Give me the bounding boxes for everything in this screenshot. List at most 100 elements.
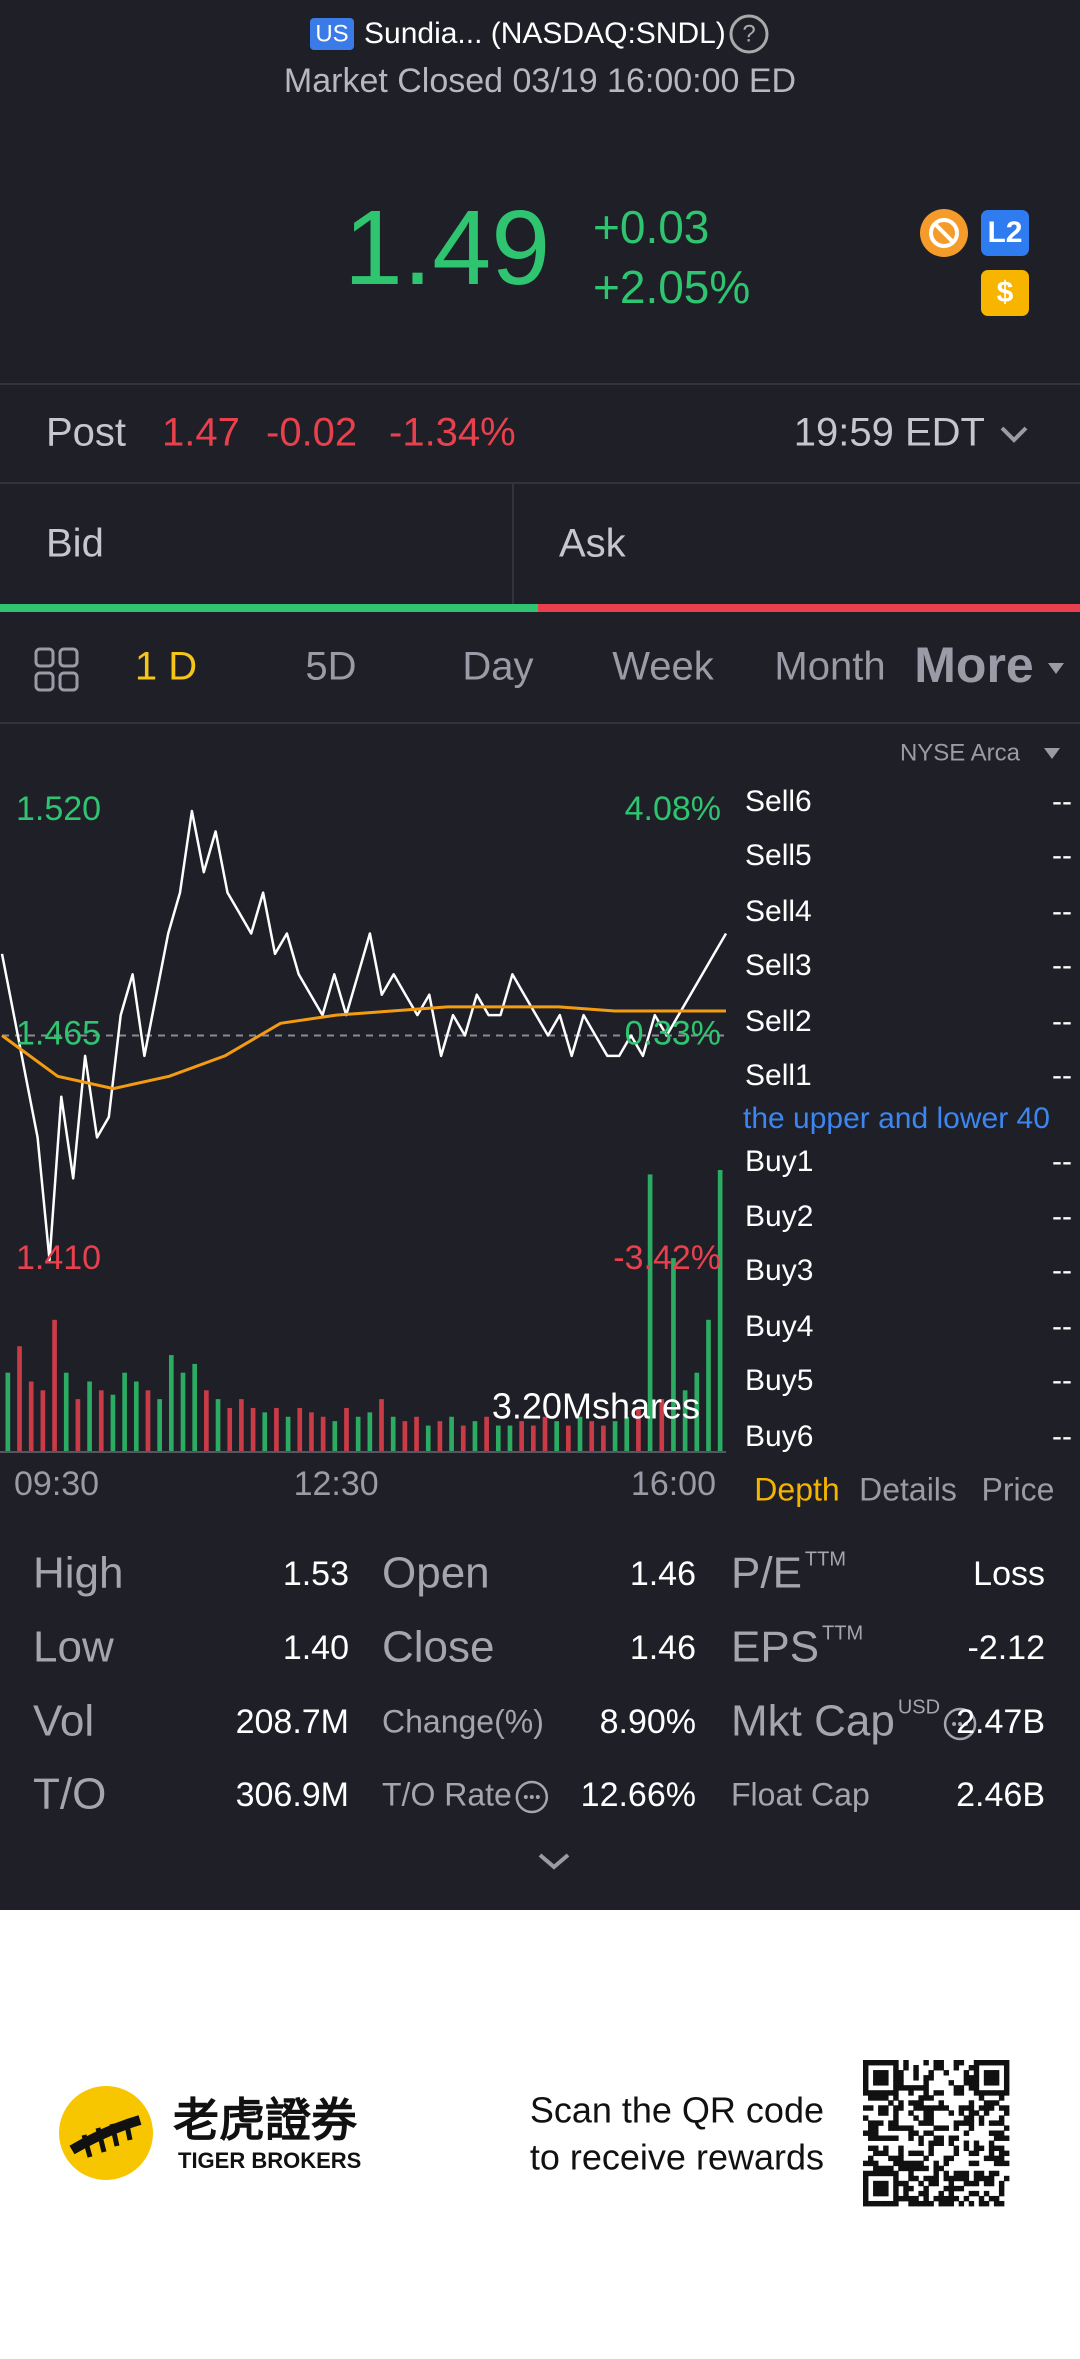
sell-level: Sell5 [745,839,812,872]
qr-module [928,2180,934,2187]
qr-module [873,2120,879,2126]
stats-expand[interactable] [538,1853,570,1870]
price-change-pct: +2.05% [593,261,750,313]
volume-bar [285,1416,291,1452]
qr-module [973,2080,980,2086]
book-tab[interactable]: Depth [754,1471,839,1507]
qr-module [953,2065,960,2071]
qr-module [988,2080,995,2086]
qr-module [953,2085,960,2091]
volume-bar [717,1170,723,1452]
qr-module [923,2060,929,2066]
stat-label-sup: TTM [822,1622,863,1644]
expand-chevron[interactable] [1000,426,1028,443]
stat-label: Mkt Cap [731,1697,895,1746]
qr-module [883,2180,889,2187]
help-icon[interactable] [729,14,769,54]
qr-module [868,2090,874,2096]
qr-module [883,2070,889,2076]
qr-module [978,2120,985,2126]
info-icon[interactable] [943,1707,977,1741]
book-tab[interactable]: Details [859,1471,957,1507]
qr-module [923,2115,929,2121]
qr-module [958,2185,965,2192]
volume-bar [157,1399,162,1452]
period-tab[interactable]: 5D [305,645,356,689]
book-tab[interactable]: Price [982,1471,1055,1507]
volume-bar [297,1407,303,1452]
stat-label: T/O [33,1770,106,1819]
qr-module [903,2065,909,2071]
stat-label: Low [33,1623,114,1672]
qr-module [863,2090,869,2096]
qr-module [963,2115,970,2121]
qr-module [908,2100,914,2106]
qr-module [1003,2080,1010,2086]
qr-module [873,2070,879,2076]
qr-module [908,2175,914,2182]
period-tab[interactable]: Month [774,645,885,689]
qr-module [893,2090,899,2096]
qr-module [923,2095,929,2101]
qr-module [923,2185,929,2192]
qr-module [873,2180,879,2187]
period-tab[interactable]: Week [612,645,715,689]
qr-module [1003,2070,1010,2076]
qr-module [963,2075,970,2081]
qr-module [993,2070,1000,2076]
qr-module [893,2110,899,2116]
qr-module [913,2160,919,2167]
y-tick-label: 1.465 [16,1014,101,1052]
stat-label-sup: USD [898,1696,940,1718]
qr-module [963,2105,970,2111]
qr-module [943,2175,949,2182]
qr-module [923,2085,929,2091]
stock-title: Sundia... (NASDAQ:SNDL) [364,17,726,50]
period-tab[interactable]: 1 D [135,645,197,689]
qr-module [908,2085,914,2091]
dollar-badge[interactable] [981,270,1029,316]
qr-module [993,2100,1000,2106]
qr-module [878,2190,884,2197]
qr-module [898,2180,904,2187]
layout-icon[interactable] [34,647,79,692]
volume-bar [601,1425,606,1452]
qr-module [948,2185,955,2192]
qr-module [988,2070,995,2076]
qr-module [953,2195,960,2202]
qr-module [893,2185,899,2192]
qr-module [883,2165,889,2172]
qr-module [933,2175,939,2182]
qr-module [913,2165,919,2172]
l2-badge[interactable] [981,210,1029,256]
qr-module [883,2170,889,2177]
qr-module [948,2175,955,2182]
volume-bar [145,1390,151,1452]
qr-module [878,2170,884,2177]
volume-bar [192,1363,198,1452]
qr-module [993,2160,1000,2167]
qr-module [933,2125,939,2131]
qr-module [883,2150,889,2157]
pct-tick-label: 0.33% [625,1014,721,1052]
qr-module [883,2145,889,2152]
info-icon[interactable] [515,1780,549,1814]
qr-module [898,2105,904,2111]
more-arrow[interactable] [1048,663,1064,674]
qr-module [933,2165,939,2172]
qr-module [873,2170,879,2177]
qr-module [923,2190,929,2197]
volume-bar [414,1416,419,1452]
period-tab[interactable]: Day [462,645,533,689]
stat-label: EPS [731,1623,819,1672]
sell-level: Sell6 [745,785,812,818]
qr-module [933,2160,939,2167]
market-badge-text: US [315,20,348,47]
stat-label: P/E [731,1549,802,1598]
exchange-arrow[interactable] [1044,748,1060,759]
volume-bar [425,1425,431,1452]
dollar-text: $ [997,276,1014,309]
period-tab[interactable]: More [914,637,1033,693]
